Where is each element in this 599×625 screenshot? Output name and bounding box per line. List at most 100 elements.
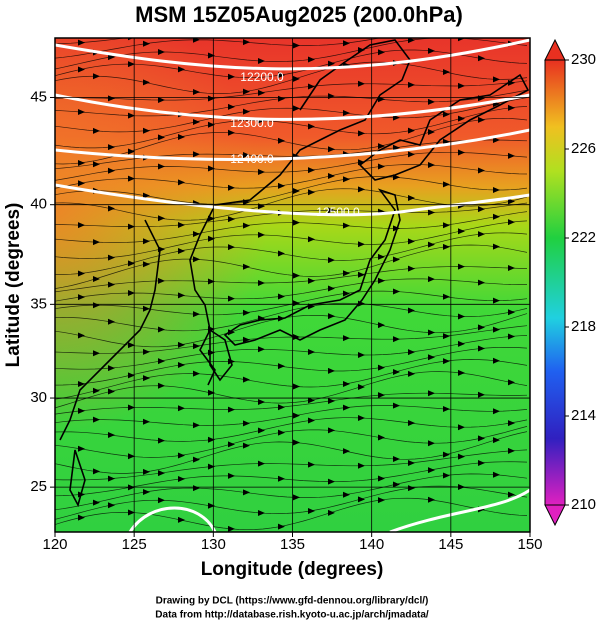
stream-arrow (228, 295, 235, 302)
stream-arrow (193, 422, 200, 429)
stream-arrow (408, 238, 415, 245)
stream-arrow (458, 228, 465, 235)
stream-arrow (508, 491, 515, 498)
stream-arrow (408, 127, 415, 134)
stream-arrow (143, 418, 150, 425)
stream-arrow (108, 95, 115, 102)
stream-arrow (508, 447, 515, 454)
stream-arrow (178, 292, 185, 299)
stream-arrow (193, 38, 200, 43)
stream-arrow (143, 192, 150, 199)
streamline (55, 266, 528, 293)
stream-arrow (458, 453, 465, 460)
stream-arrow (358, 159, 365, 166)
stream-arrow (343, 448, 350, 455)
stream-arrow (343, 270, 350, 277)
stream-arrow (93, 387, 100, 394)
stream-arrow (458, 340, 465, 347)
stream-arrow (178, 221, 185, 228)
stream-arrow (228, 103, 235, 110)
stream-arrow (108, 205, 115, 212)
stream-arrow (108, 167, 115, 174)
stream-arrow (378, 475, 385, 482)
stream-arrow (343, 176, 350, 183)
x-tick-label: 135 (280, 536, 305, 553)
stream-arrow (208, 436, 215, 443)
stream-arrow (93, 302, 100, 309)
stream-arrow (478, 206, 485, 213)
coast-kyushu (209, 328, 233, 382)
coast-china (59, 219, 161, 441)
stream-arrow (408, 38, 415, 44)
stream-arrow (443, 293, 450, 300)
stream-arrow (78, 332, 85, 339)
stream-arrow (293, 105, 300, 112)
contour-line (55, 38, 530, 71)
stream-arrow (258, 346, 265, 353)
stream-arrow (258, 509, 265, 516)
y-tick-label: 25 (30, 478, 47, 495)
stream-arrow (208, 235, 215, 242)
colorbar-tick-label: 230 (571, 51, 596, 68)
stream-arrow (493, 326, 500, 333)
stream-arrow (278, 137, 285, 144)
stream-arrow (358, 352, 365, 359)
stream-arrow (308, 461, 315, 468)
stream-arrow (78, 445, 85, 452)
stream-arrow (178, 361, 185, 368)
stream-arrow (128, 404, 135, 411)
stream-arrow (258, 89, 265, 96)
plot-frame (54, 37, 531, 533)
streamline (55, 449, 528, 481)
stream-arrow (108, 254, 115, 261)
footer-source: Data from http://database.rish.kyoto-u.a… (155, 610, 429, 621)
stream-arrow (493, 471, 500, 478)
stream-arrow (178, 179, 185, 186)
colorbar-min-arrow (544, 504, 566, 527)
streamlines (55, 28, 528, 532)
stream-arrow (258, 231, 265, 238)
stream-arrow (128, 509, 135, 516)
streamline (55, 431, 528, 474)
stream-arrow (358, 496, 365, 503)
stream-arrow (343, 222, 350, 229)
stream-arrow (328, 367, 335, 374)
contour-label: 12200.0 (240, 70, 284, 84)
stream-arrow (378, 163, 385, 170)
stream-arrow (408, 420, 415, 427)
stream-arrow (343, 404, 350, 411)
height-contours (55, 38, 530, 532)
stream-arrow (178, 28, 185, 34)
stream-arrow (243, 309, 250, 316)
contour-label: 12300.0 (230, 116, 274, 130)
stream-arrow (358, 462, 365, 469)
stream-arrow (428, 47, 435, 54)
coast-taiwan (69, 449, 86, 508)
stream-arrow (378, 497, 385, 504)
stream-arrow (428, 440, 435, 447)
stream-arrow (158, 163, 165, 170)
stream-arrow (208, 165, 215, 172)
stream-arrow (393, 288, 400, 295)
stream-arrow (428, 162, 435, 169)
stream-arrow (308, 83, 315, 90)
stream-arrow (508, 104, 515, 111)
x-tick-label: 145 (438, 536, 463, 553)
stream-arrow (158, 277, 165, 284)
stream-arrow (378, 277, 385, 284)
streamline (55, 417, 528, 442)
stream-arrow (208, 463, 215, 470)
stream-arrow (308, 167, 315, 174)
streamline (55, 61, 528, 94)
stream-arrow (408, 151, 415, 158)
stream-arrow (443, 472, 450, 479)
stream-arrow (308, 189, 315, 196)
streamline (55, 485, 528, 520)
stream-arrow (493, 357, 500, 364)
stream-arrow (343, 40, 350, 47)
x-tick-label: 130 (201, 536, 226, 553)
stream-arrow (228, 73, 235, 80)
stream-arrow (443, 333, 450, 340)
stream-arrow (328, 257, 335, 264)
stream-arrow (178, 66, 185, 73)
